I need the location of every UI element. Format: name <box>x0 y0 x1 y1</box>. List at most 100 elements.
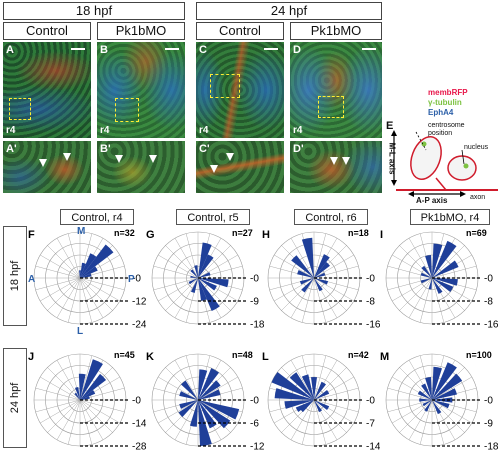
rose-wedge <box>291 255 314 278</box>
sample-count: n=27 <box>232 228 253 238</box>
grid-spoke <box>35 277 81 291</box>
rose-wedge <box>198 400 231 429</box>
rose-wedge <box>314 262 330 278</box>
condition-pk1bmo-r4: Pk1bMO, r4 <box>410 209 490 225</box>
rose-wedge <box>428 278 432 290</box>
grid-spoke <box>301 399 315 445</box>
grid-spoke <box>158 399 199 424</box>
panel-label: F <box>28 229 35 241</box>
rose-wedge <box>179 391 198 400</box>
grid-spoke <box>56 238 81 279</box>
grid-spoke <box>274 254 315 279</box>
micrograph-zoom-c: C' <box>196 141 284 193</box>
micrograph-panel-a: A r4 <box>3 42 91 138</box>
rose-plot-f: -0 -12 -24 n=32 F M L A P <box>28 226 146 337</box>
grid-spoke <box>313 355 327 401</box>
panel-label-d-prime: D' <box>293 143 304 155</box>
radial-tick-label: -0 <box>484 396 493 407</box>
rose-wedge <box>432 400 450 409</box>
rose-wedge <box>80 389 96 400</box>
rose-wedge <box>188 278 198 285</box>
arrowhead-markers <box>115 155 157 163</box>
grid-spoke <box>67 399 81 445</box>
grid-spoke <box>197 254 238 279</box>
grid-spoke <box>174 277 199 318</box>
rose-wedge <box>301 278 314 293</box>
grid-spoke <box>313 277 347 311</box>
scale-bar <box>264 48 278 50</box>
radial-tick-label: -0 <box>250 274 259 285</box>
rose-wedge <box>274 388 314 400</box>
sample-count: n=18 <box>348 228 369 238</box>
rose-wedge <box>432 278 458 286</box>
grid-spoke <box>313 277 354 302</box>
rose-wedge <box>432 366 442 400</box>
grid-spoke <box>313 367 347 401</box>
rose-wedge <box>80 273 92 278</box>
rose-wedge <box>314 272 326 278</box>
schematic-e: E M-L axis A-P axis centrosome position … <box>386 120 498 205</box>
radial-tick-label: -8 <box>366 297 375 308</box>
row-label-24hpf: 24 hpf <box>3 348 27 448</box>
grid-spoke <box>431 245 465 279</box>
panel-label-b: B <box>100 44 108 56</box>
rose-wedge <box>432 362 457 400</box>
radial-tick-label: -16 <box>366 320 380 331</box>
radial-tick-label: -12 <box>250 442 264 453</box>
rose-wedge <box>314 254 330 278</box>
arrowhead-markers <box>330 157 350 165</box>
grid-spoke <box>197 399 238 424</box>
rose-wedge <box>314 381 327 400</box>
rose-wedge <box>310 377 318 400</box>
rose-wedge <box>314 389 330 400</box>
radial-tick-label: -9 <box>484 419 493 430</box>
panel-label-b-prime: B' <box>100 143 111 155</box>
schematic-axon: axon <box>470 194 486 201</box>
rose-wedge <box>198 242 212 278</box>
rose-plot-h: -0 -8 -16 n=18 H <box>262 228 380 331</box>
rose-wedge <box>432 240 457 278</box>
radial-tick-label: -6 <box>250 419 259 430</box>
zoom-box <box>210 74 240 98</box>
zoom-box <box>318 96 344 118</box>
region-label: r4 <box>6 125 16 136</box>
rose-wedge <box>425 255 432 278</box>
scale-bar <box>165 48 179 50</box>
grid-spoke <box>431 376 472 401</box>
rose-wedge <box>432 400 442 415</box>
grid-spoke <box>399 277 433 311</box>
rose-wedge <box>78 373 86 400</box>
grid-spoke <box>274 277 315 302</box>
condition-control-r6: Control, r6 <box>294 209 368 225</box>
rose-wedge <box>189 400 198 427</box>
scale-bar <box>71 48 85 50</box>
panel-label: H <box>262 229 270 241</box>
grid-spoke <box>158 376 199 401</box>
rose-wedge <box>80 396 90 400</box>
radial-tick-label: -0 <box>366 274 375 285</box>
micrograph-panel-d: D r4 <box>290 42 382 138</box>
rose-plot-i: -0 -8 -16 n=69 I <box>380 228 498 331</box>
rose-wedge <box>179 400 198 409</box>
grid-spoke <box>47 399 81 433</box>
grid-spoke <box>35 387 81 401</box>
rose-wedge <box>80 373 107 400</box>
grid-spoke <box>40 399 81 424</box>
orientation-label: L <box>77 326 83 337</box>
grid-spoke <box>408 238 433 279</box>
panel-label-a: A <box>6 44 14 56</box>
radial-tick-label: -0 <box>484 274 493 285</box>
grid-spoke <box>419 399 433 445</box>
orientation-label: M <box>77 226 85 237</box>
rose-wedge <box>284 400 314 409</box>
rose-wedge <box>432 243 443 278</box>
rose-wedge <box>421 265 432 278</box>
grid-spoke <box>399 367 433 401</box>
grid-spoke <box>290 399 315 440</box>
grid-spoke <box>387 399 433 413</box>
grid-spoke <box>79 399 125 413</box>
legend-gamma-tubulin: γ-tubulin <box>428 98 462 107</box>
sample-count: n=100 <box>466 350 492 360</box>
grid-spoke <box>431 399 465 433</box>
grid-spoke <box>313 399 347 433</box>
